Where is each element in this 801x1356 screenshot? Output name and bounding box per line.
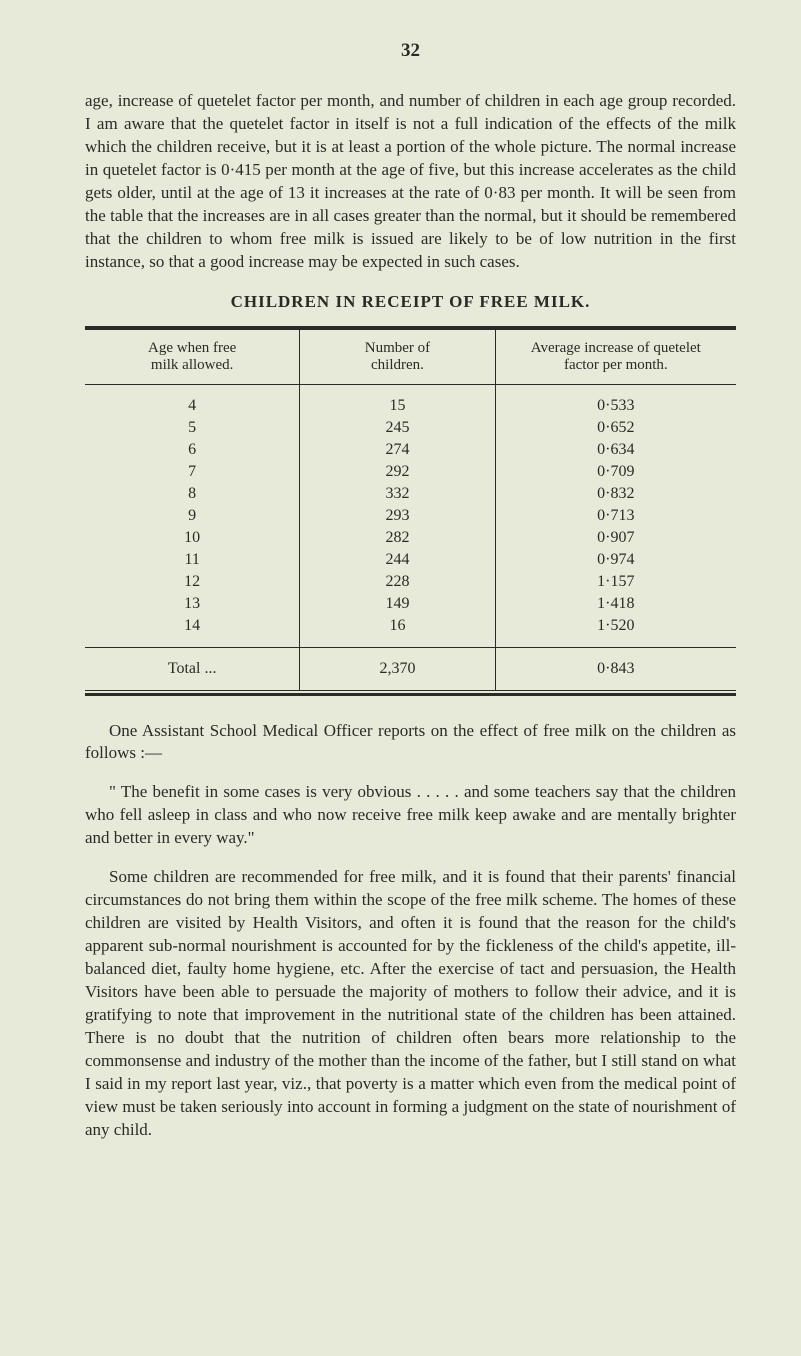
table-row: 8 332 0·832 — [85, 483, 736, 505]
data-table: Age when freemilk allowed. Number ofchil… — [85, 326, 736, 696]
table-row: 12 228 1·157 — [85, 571, 736, 593]
header-age: Age when freemilk allowed. — [85, 329, 300, 384]
paragraph-1: age, increase of quetelet factor per mon… — [85, 90, 736, 274]
header-number: Number ofchildren. — [300, 329, 495, 384]
cell-avg: 0·533 — [495, 384, 736, 417]
cell-avg: 1·157 — [495, 571, 736, 593]
cell-avg: 0·634 — [495, 439, 736, 461]
table-row: 4 15 0·533 — [85, 384, 736, 417]
paragraph-4: Some children are recommended for free m… — [85, 866, 736, 1141]
cell-avg: 1·520 — [495, 615, 736, 648]
cell-avg: 0·709 — [495, 461, 736, 483]
header-average: Average increase of queteletfactor per m… — [495, 329, 736, 384]
cell-number: 15 — [300, 384, 495, 417]
table-row: 10 282 0·907 — [85, 527, 736, 549]
table-row: 5 245 0·652 — [85, 417, 736, 439]
cell-age: 10 — [85, 527, 300, 549]
cell-age: 11 — [85, 549, 300, 571]
cell-age: 4 — [85, 384, 300, 417]
table-row: 14 16 1·520 — [85, 615, 736, 648]
cell-avg: 0·713 — [495, 505, 736, 527]
cell-number: 282 — [300, 527, 495, 549]
cell-age: 14 — [85, 615, 300, 648]
cell-age: 7 — [85, 461, 300, 483]
table-title: CHILDREN IN RECEIPT OF FREE MILK. — [85, 292, 736, 312]
cell-number: 293 — [300, 505, 495, 527]
cell-avg: 0·652 — [495, 417, 736, 439]
page-number: 32 — [85, 40, 736, 62]
cell-avg: 0·974 — [495, 549, 736, 571]
table-row: 9 293 0·713 — [85, 505, 736, 527]
cell-age: 6 — [85, 439, 300, 461]
cell-number: 149 — [300, 593, 495, 615]
cell-avg: 0·907 — [495, 527, 736, 549]
table-total-row: Total ... 2,370 0·843 — [85, 647, 736, 690]
cell-avg: 0·832 — [495, 483, 736, 505]
cell-number: 274 — [300, 439, 495, 461]
cell-number: 16 — [300, 615, 495, 648]
table-row: 7 292 0·709 — [85, 461, 736, 483]
cell-number: 332 — [300, 483, 495, 505]
table-header-row: Age when freemilk allowed. Number ofchil… — [85, 329, 736, 384]
table-row: 13 149 1·418 — [85, 593, 736, 615]
cell-number: 228 — [300, 571, 495, 593]
cell-age: 9 — [85, 505, 300, 527]
total-number: 2,370 — [300, 647, 495, 690]
cell-age: 5 — [85, 417, 300, 439]
cell-age: 12 — [85, 571, 300, 593]
cell-number: 244 — [300, 549, 495, 571]
table-row: 11 244 0·974 — [85, 549, 736, 571]
total-label: Total ... — [85, 647, 300, 690]
cell-age: 8 — [85, 483, 300, 505]
total-avg: 0·843 — [495, 647, 736, 690]
cell-avg: 1·418 — [495, 593, 736, 615]
table-row: 6 274 0·634 — [85, 439, 736, 461]
cell-number: 292 — [300, 461, 495, 483]
cell-age: 13 — [85, 593, 300, 615]
cell-number: 245 — [300, 417, 495, 439]
paragraph-2: One Assistant School Medical Officer rep… — [85, 720, 736, 766]
paragraph-3: " The benefit in some cases is very obvi… — [85, 781, 736, 850]
